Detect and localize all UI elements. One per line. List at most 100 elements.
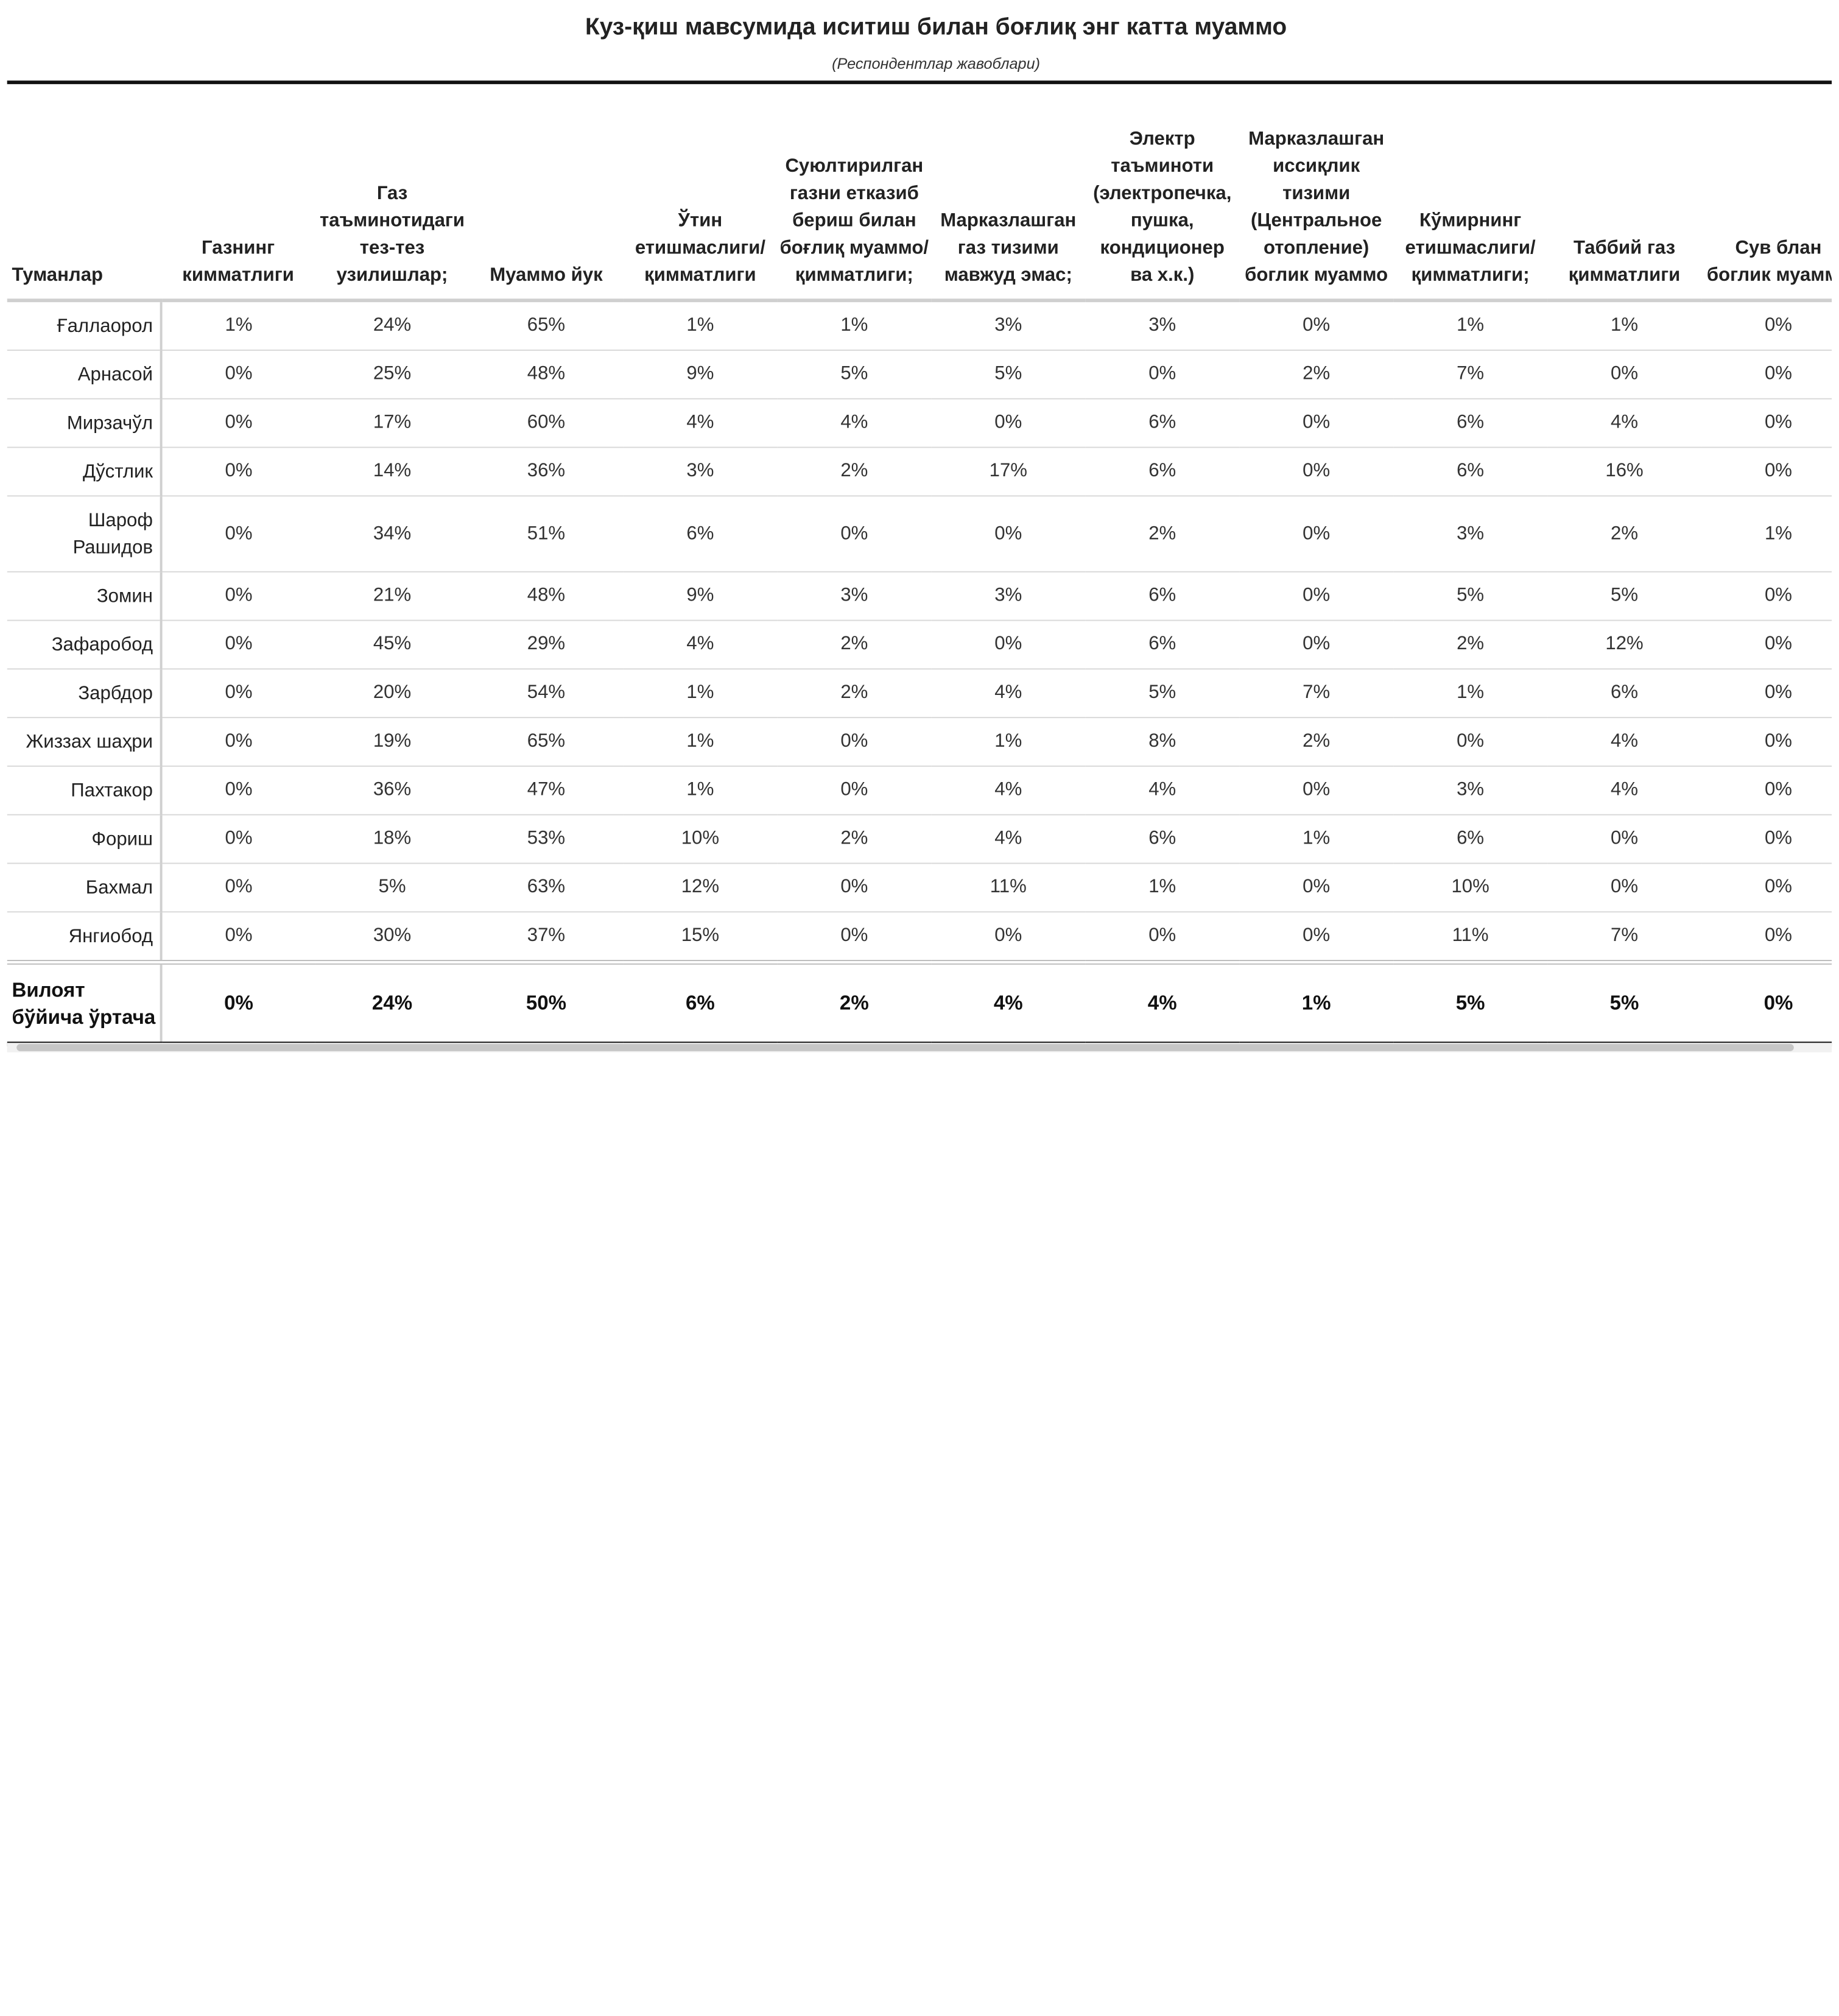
table-cell: 3%: [777, 571, 932, 621]
table-cell: 25%: [315, 350, 469, 400]
table-cell: 5%: [1547, 571, 1702, 621]
table-cell: 1%: [1085, 863, 1240, 913]
table-cell: 51%: [469, 496, 624, 573]
table-cell: 0%: [1701, 447, 1832, 497]
table-cell: 4%: [777, 398, 932, 448]
table-cell: 3%: [1085, 300, 1240, 351]
table-cell: 0%: [1239, 863, 1394, 913]
district-name: Ғаллаорол: [7, 300, 163, 351]
table-cell: 48%: [469, 571, 624, 621]
total-cell: 1%: [1239, 960, 1394, 1047]
table-cell: 7%: [1547, 912, 1702, 963]
table-cell: 8%: [1085, 717, 1240, 767]
table-cell: 0%: [161, 863, 315, 913]
table-cell: 1%: [1239, 814, 1394, 864]
table-cell: 6%: [1547, 669, 1702, 719]
table-cell: 0%: [161, 669, 315, 719]
table-cell: 0%: [161, 350, 315, 400]
district-name: Зафаробод: [7, 620, 163, 670]
table-cell: 2%: [777, 814, 932, 864]
district-name: Шароф Рашидов: [7, 496, 163, 573]
table-cell: 10%: [623, 814, 778, 864]
table-cell: 0%: [1547, 350, 1702, 400]
table-cell: 2%: [777, 620, 932, 670]
table-cell: 0%: [1239, 571, 1394, 621]
table-cell: 3%: [1393, 496, 1548, 573]
table-cell: 0%: [1701, 398, 1832, 448]
table-cell: 0%: [1701, 669, 1832, 719]
table-cell: 0%: [931, 496, 1086, 573]
table-cell: 6%: [623, 496, 778, 573]
district-name: Мирзачўл: [7, 398, 163, 448]
district-name: Арнасой: [7, 350, 163, 400]
column-header: Газнинг кимматлиги: [161, 84, 315, 303]
district-name: Бахмал: [7, 863, 163, 913]
table-cell: 0%: [1239, 620, 1394, 670]
total-cell: 5%: [1393, 960, 1548, 1047]
table-cell: 5%: [315, 863, 469, 913]
column-header: Таббий газ қимматлиги: [1547, 84, 1702, 303]
table-cell: 0%: [161, 912, 315, 963]
table-cell: 0%: [1085, 350, 1240, 400]
table-cell: 4%: [1547, 766, 1702, 816]
table-row: Бахмал 0% 5% 63% 12% 0% 11% 1% 0% 10% 0% 0%: [7, 863, 1832, 913]
total-row: Вилоят бўйича ўртача 0% 24% 50% 6% 2% 4% 4% 1% 5%…: [7, 960, 1832, 1047]
table-cell: 9%: [623, 350, 778, 400]
table-cell: 5%: [1393, 571, 1548, 621]
district-name: Фориш: [7, 814, 163, 864]
table-cell: 0%: [777, 863, 932, 913]
report-title: Куз-қиш мавсумида иситиш билан боғлиқ эн…: [585, 14, 1287, 41]
table-cell: 0%: [1701, 863, 1832, 913]
column-header: Марказлашган иссиқлик тизими (Центрально…: [1239, 84, 1394, 303]
table-cell: 0%: [1239, 300, 1394, 351]
horizontal-scrollbar[interactable]: [7, 1043, 1832, 1052]
table-cell: 0%: [1239, 496, 1394, 573]
district-name: Дўстлик: [7, 447, 163, 497]
table-cell: 1%: [777, 300, 932, 351]
table-cell: 47%: [469, 766, 624, 816]
table-cell: 17%: [931, 447, 1086, 497]
table-cell: 4%: [931, 766, 1086, 816]
table-cell: 0%: [777, 766, 932, 816]
table-cell: 2%: [1547, 496, 1702, 573]
table-cell: 3%: [1393, 766, 1548, 816]
table-cell: 1%: [931, 717, 1086, 767]
table-row: Пахтакор 0% 36% 47% 1% 0% 4% 4% 0% 3% 4% 0%: [7, 766, 1832, 816]
total-cell: 2%: [777, 960, 932, 1047]
column-header: Газ таъминотидаги тез-тез узилишлар;: [315, 84, 469, 303]
table-cell: 1%: [161, 300, 315, 351]
table-cell: 2%: [1085, 496, 1240, 573]
table-cell: 0%: [1701, 814, 1832, 864]
table-cell: 6%: [1393, 398, 1548, 448]
table-cell: 0%: [161, 814, 315, 864]
table-cell: 12%: [623, 863, 778, 913]
table-cell: 65%: [469, 717, 624, 767]
table-cell: 0%: [161, 398, 315, 448]
header-row: Туманлар Газнинг кимматлиги Газ таъминотид…: [7, 84, 1832, 303]
data-table-container[interactable]: Туманлар Газнинг кимматлиги Газ таъминотид…: [7, 80, 1832, 1047]
table-cell: 11%: [1393, 912, 1548, 963]
total-cell: 0%: [161, 960, 315, 1047]
report-subtitle: (Респондентлар жавоблари): [832, 54, 1041, 72]
table-cell: 30%: [315, 912, 469, 963]
table-row: Мирзачўл 0% 17% 60% 4% 4% 0% 6% 0% 6% 4% 0%: [7, 398, 1832, 448]
table-cell: 0%: [931, 620, 1086, 670]
table-cell: 53%: [469, 814, 624, 864]
table-cell: 3%: [931, 571, 1086, 621]
table-row: Янгиобод 0% 30% 37% 15% 0% 0% 0% 0% 11% 7% 0%: [7, 912, 1832, 963]
table-cell: 0%: [1239, 398, 1394, 448]
scrollbar-thumb[interactable]: [16, 1044, 1794, 1051]
total-cell: 4%: [931, 960, 1086, 1047]
column-header: Ўтин етишмаслиги/ қимматлиги: [623, 84, 778, 303]
table-cell: 60%: [469, 398, 624, 448]
table-cell: 5%: [1085, 669, 1240, 719]
table-cell: 0%: [1239, 912, 1394, 963]
table-cell: 48%: [469, 350, 624, 400]
column-header: Марказлашган газ тизими мавжуд эмас;: [931, 84, 1086, 303]
table-cell: 1%: [1547, 300, 1702, 351]
table-cell: 34%: [315, 496, 469, 573]
table-cell: 15%: [623, 912, 778, 963]
total-cell: 0%: [1701, 960, 1832, 1047]
table-cell: 4%: [623, 620, 778, 670]
column-header: Электр таъминоти (электропечка, пушка, к…: [1085, 84, 1240, 303]
